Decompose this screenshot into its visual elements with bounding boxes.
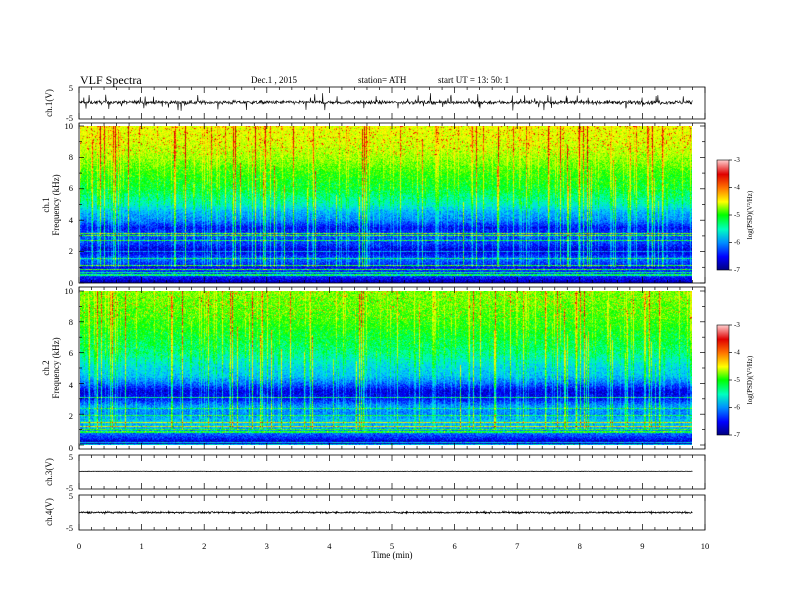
ch2-frequency-axis-label: Frequency (kHz) [51,337,61,398]
xtick-1: 1 [139,541,143,551]
ch2-spectrogram-panel: 10 8 6 4 2 0 ch.2 Frequency (kHz) -3 -4 … [41,286,754,453]
ch2-colorbar-ticks [729,324,732,436]
ch2-spectrogram-area [80,291,692,445]
ch3-waveform-ylabel: ch.3(V) [44,458,54,486]
ch1-waveform-line [78,93,693,111]
ch2-colorbar-tick-m5: -5 [734,376,740,384]
ch1-frequency-tick-labels: 10 8 6 4 2 0 [65,121,74,288]
ch2-ytick-10: 10 [65,286,74,296]
ch1-ytick-2: 2 [69,246,73,256]
ch1-spectrogram-canvas [80,126,692,283]
ch2-spectrogram-channel-label: ch.2 [41,360,51,375]
ch4-waveform-ticks [78,495,706,530]
ch2-ytick-6: 6 [69,348,73,358]
ch4-waveform-panel: 5 -5 ch.4(V) [44,491,706,533]
time-axis-label: Time (min) [372,550,413,560]
ch3-waveform-line [78,470,693,473]
ch3-ytick-bottom: -5 [66,483,73,493]
ch1-ytick-6: 6 [69,183,73,193]
ch2-ytick-0: 0 [69,443,73,453]
ch1-colorbar-tick-m5: -5 [734,211,740,219]
ch2-spectrogram-ticks [78,287,706,449]
ch4-waveform-ylabel: ch.4(V) [44,498,54,526]
ch1-colorbar-tick-m4: -4 [734,184,740,192]
ch1-waveform-ylabel: ch.1(V) [44,89,54,117]
ch2-colorbar-tick-m6: -6 [734,404,740,412]
ch2-colorbar-label: log(PSD)(V²/Hz) [746,355,754,404]
ch1-ytick-10: 10 [65,121,74,131]
ch4-ytick-top: 5 [69,491,73,501]
ch3-ytick-top: 5 [69,452,73,462]
ch2-ytick-8: 8 [69,317,73,327]
ch4-ytick-bottom: -5 [66,523,73,533]
ch1-waveform-panel: 5 -5 ch.1(V) [44,83,706,123]
ch4-waveform-line [78,509,693,516]
xtick-10: 10 [701,541,710,551]
ch2-frequency-tick-labels: 10 8 6 4 2 0 [65,286,74,453]
xtick-8: 8 [578,541,582,551]
ch1-waveform-ticks [78,87,706,119]
ch1-colorbar-tick-m7: -7 [734,266,740,274]
xtick-2: 2 [202,541,206,551]
date-label: Dec.1 , 2015 [251,75,297,85]
ch3-waveform-ticks [78,455,706,489]
ch1-ytick-8: 8 [69,152,73,162]
ch1-colorbar-tick-m6: -6 [734,239,740,247]
time-axis: 0 1 2 3 4 5 6 7 8 9 10 Time (min) [77,541,709,560]
ch2-colorbar-tick-m7: -7 [734,431,740,439]
ch2-colorbar-gradient [716,324,730,436]
ch1-frequency-axis-label: Frequency (kHz) [51,174,61,235]
ch1-ytick-bottom: -5 [66,113,73,123]
ch1-spectrogram-channel-label: ch.1 [41,197,51,212]
ch1-colorbar-label: log(PSD)(V²/Hz) [746,190,754,239]
ch3-waveform-panel: 5 -5 ch.3(V) [44,452,706,493]
ch2-colorbar-tick-m4: -4 [734,349,740,357]
xtick-5: 5 [390,541,394,551]
ch1-colorbar-ticks [729,159,732,271]
ch1-colorbar: -3 -4 -5 -6 -7 log(PSD)(V²/Hz) [716,156,754,274]
ch1-colorbar-tick-m3: -3 [734,156,740,164]
ch1-spectrogram-area [80,126,692,283]
ch1-spectrogram-ticks [78,123,706,284]
ch2-colorbar-tick-m3: -3 [734,321,740,329]
ch1-ytick-top: 5 [69,83,73,93]
ch1-colorbar-gradient [716,159,730,271]
ch2-colorbar: -3 -4 -5 -6 -7 log(PSD)(V²/Hz) [716,321,754,439]
start-time-label: start UT = 13: 50: 1 [438,75,509,85]
ch2-ytick-4: 4 [69,380,74,390]
xtick-4: 4 [327,541,332,551]
xtick-6: 6 [452,541,456,551]
ch1-ytick-0: 0 [69,278,73,288]
figure-title: VLF Spectra [80,73,142,87]
xtick-7: 7 [515,541,519,551]
ch1-spectrogram-panel: 10 8 6 4 2 0 ch.1 Frequency (kHz) -3 -4 … [41,121,754,288]
ch2-spectrogram-canvas [80,291,692,445]
xtick-3: 3 [265,541,269,551]
ch1-ytick-4: 4 [69,215,74,225]
station-label: station= ATH [358,75,407,85]
xtick-9: 9 [640,541,644,551]
xtick-0: 0 [77,541,81,551]
ch2-ytick-2: 2 [69,411,73,421]
